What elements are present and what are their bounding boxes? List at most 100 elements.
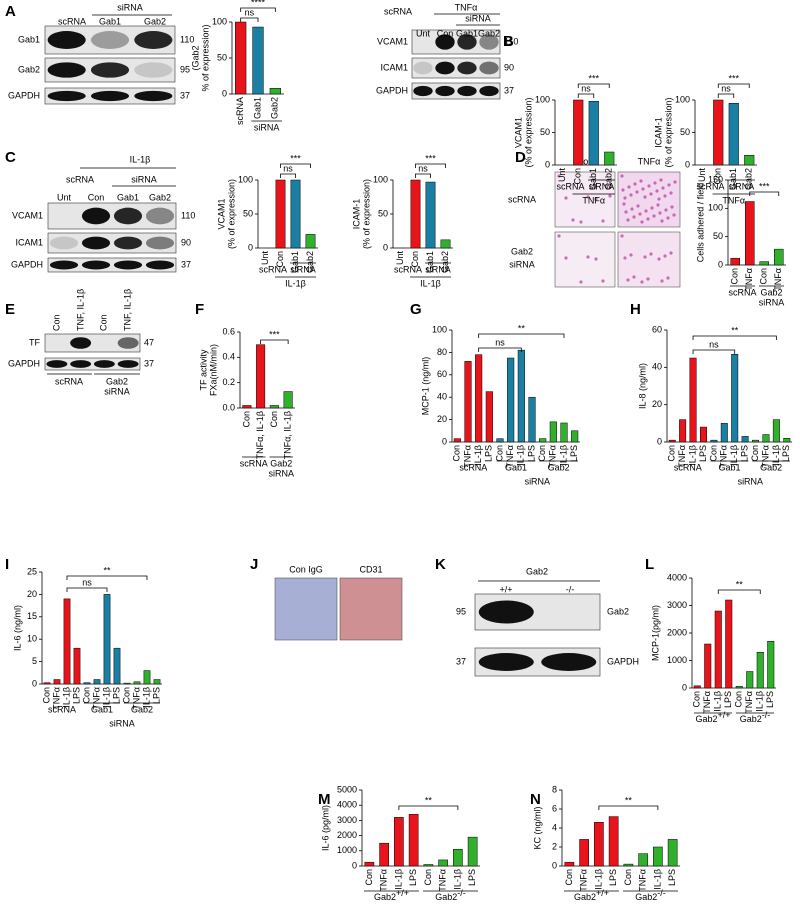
x-tick-label: LPS — [484, 445, 494, 462]
group-label: scRNA — [394, 264, 422, 274]
footer-label: Gab2 — [106, 376, 128, 386]
y-tick-label: 0.0 — [222, 402, 235, 412]
x-tick-label: TNFα — [91, 687, 101, 710]
cell — [601, 279, 605, 283]
significance-label: ns — [581, 83, 591, 93]
blot-band — [478, 600, 534, 624]
cell — [639, 179, 643, 183]
blot-band — [93, 360, 115, 368]
y-axis-label: MCP-1(pg/ml) — [650, 605, 660, 661]
x-tick-label: TNFα — [773, 268, 783, 291]
header-label: Con — [577, 156, 594, 166]
x-tick-label: IL-1β — [101, 687, 111, 708]
bar — [43, 682, 51, 685]
x-tick-label: IL-1β — [516, 445, 526, 466]
header-label: Gab2 — [526, 566, 548, 576]
panel-letter: J — [250, 556, 258, 573]
y-tick-label: 4 — [552, 822, 557, 832]
cell — [579, 220, 583, 224]
x-tick-label: TNFα — [505, 445, 515, 468]
bar — [728, 103, 739, 166]
cell — [632, 275, 636, 279]
cell — [647, 184, 651, 188]
y-tick-label: 50 — [217, 52, 227, 62]
significance-label: ns — [245, 7, 255, 17]
bar — [623, 863, 634, 867]
group-label-genotype: -/- — [762, 710, 771, 720]
bar — [579, 839, 589, 867]
blot-band — [435, 61, 455, 75]
group-label: scRNA — [259, 264, 287, 274]
header-label: Gab2 — [149, 192, 171, 202]
significance-label: ** — [731, 325, 739, 335]
blot-band — [70, 360, 92, 368]
x-tick-label: TNFα — [702, 691, 712, 714]
cell — [630, 207, 634, 211]
group-label: siRNA — [759, 297, 785, 307]
blot-band — [81, 207, 111, 225]
y-axis-label: Cells adhered / field — [695, 183, 705, 263]
blot-band — [413, 85, 433, 97]
cell — [657, 197, 661, 201]
cell — [640, 280, 644, 284]
y-axis-label: KC (ng/ml) — [532, 806, 542, 849]
cell — [664, 208, 668, 212]
y-tick-label: 20 — [27, 589, 37, 599]
cell — [644, 209, 648, 213]
x-tick-label: Con — [241, 411, 251, 428]
x-tick-label: Gab1 — [252, 97, 262, 119]
micrograph — [554, 171, 616, 228]
header-label: Con — [51, 314, 61, 331]
y-tick-label: 50 — [540, 127, 550, 137]
y-tick-label: 100 — [675, 94, 690, 104]
x-tick-label: Con — [573, 168, 583, 185]
blot-strip — [47, 202, 177, 230]
bar — [133, 681, 141, 685]
bar — [762, 434, 770, 443]
x-tick-label: Gab2 — [270, 97, 280, 119]
mw-label: 37 — [180, 90, 190, 100]
significance-bracket — [66, 575, 148, 580]
bar — [496, 438, 504, 443]
bar — [668, 439, 676, 443]
blot-band — [145, 236, 175, 250]
x-tick-label: Con — [667, 445, 677, 462]
y-tick-label: 10 — [27, 634, 37, 644]
cell — [649, 192, 653, 196]
y-tick-label: 50 — [378, 208, 388, 218]
y-tick-label: 15 — [27, 611, 37, 621]
x-tick-label: TNFα — [719, 445, 729, 468]
header-label: TNF, IL-1β — [122, 289, 132, 331]
blot-band — [413, 61, 433, 75]
blot-band — [479, 34, 499, 50]
bar — [408, 814, 419, 867]
cell — [586, 195, 590, 199]
mw-label: 110 — [504, 36, 518, 46]
x-tick-label: LPS — [151, 687, 161, 704]
x-tick-label: IL-1β — [593, 869, 603, 890]
group-label: TNFα — [722, 195, 745, 205]
significance-label: *** — [290, 153, 301, 163]
rows-label: ICAM1 — [380, 62, 408, 72]
bar — [485, 391, 493, 443]
panel-letter: L — [645, 556, 654, 573]
bar — [571, 430, 579, 443]
group-label-name: Gab2 — [435, 892, 457, 902]
significance-bracket — [717, 83, 750, 88]
y-tick-label: 4000 — [667, 572, 687, 582]
bar — [53, 679, 61, 685]
x-tick-label: Con — [708, 445, 718, 462]
significance-bracket — [717, 589, 761, 594]
significance-bracket — [240, 7, 276, 12]
cell — [622, 202, 626, 206]
bar — [720, 423, 728, 443]
y-tick-label: 40 — [652, 362, 662, 372]
bar — [699, 426, 707, 443]
y-tick-label: 100 — [432, 324, 447, 334]
blot-strip — [411, 29, 501, 55]
x-tick-label: Gab2 — [604, 168, 614, 190]
y-tick-label: 20 — [437, 414, 447, 424]
group-label: Gab2+/+ — [695, 710, 730, 724]
cell — [669, 191, 673, 195]
